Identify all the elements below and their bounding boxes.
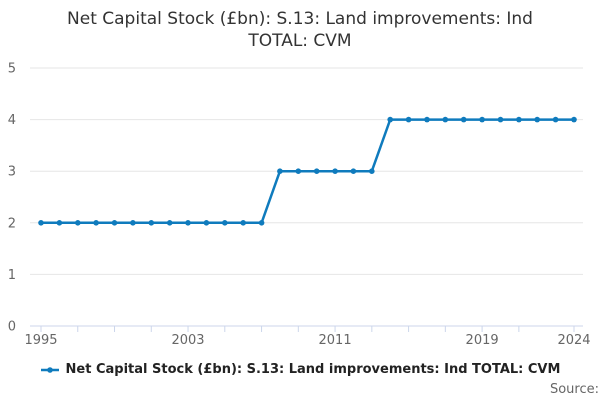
data-point-marker[interactable]	[313, 168, 320, 174]
data-point-marker[interactable]	[350, 168, 357, 174]
y-axis-tick-label: 5	[8, 62, 16, 77]
data-point-marker[interactable]	[479, 116, 485, 123]
data-point-marker[interactable]	[185, 220, 191, 226]
data-point-marker[interactable]	[277, 168, 283, 174]
data-point-marker[interactable]	[38, 220, 44, 226]
data-point-marker[interactable]	[534, 116, 540, 123]
data-point-marker[interactable]	[552, 116, 559, 123]
data-point-marker[interactable]	[258, 220, 265, 226]
legend-item[interactable]: Net Capital Stock (£bn): S.13: Land impr…	[40, 362, 561, 377]
data-point-marker[interactable]	[516, 116, 522, 123]
data-point-marker[interactable]	[460, 116, 467, 123]
data-point-marker[interactable]	[497, 116, 504, 123]
legend-dot-icon	[46, 366, 53, 373]
data-point-marker[interactable]	[369, 168, 375, 174]
data-point-marker[interactable]	[75, 220, 81, 226]
source-note: Source:	[549, 382, 599, 397]
x-axis-tick-label: 1995	[24, 333, 57, 348]
data-point-marker[interactable]	[387, 116, 394, 123]
data-point-marker[interactable]	[166, 220, 173, 226]
data-point-marker[interactable]	[222, 220, 228, 226]
data-point-marker[interactable]	[93, 220, 99, 226]
data-point-marker[interactable]	[424, 116, 430, 123]
data-point-marker[interactable]	[111, 220, 118, 226]
y-axis-tick-label: 2	[8, 216, 16, 231]
x-axis-tick-label: 2019	[466, 333, 499, 348]
series-line	[39, 118, 576, 225]
data-point-marker[interactable]	[203, 220, 210, 226]
x-axis-tick-label: 2011	[319, 333, 352, 348]
chart-title-line2: TOTAL: CVM	[248, 31, 352, 51]
y-axis-tick-label: 3	[8, 165, 16, 180]
chart-title-line1: Net Capital Stock (£bn): S.13: Land impr…	[67, 9, 533, 29]
data-point-marker[interactable]	[442, 116, 449, 123]
x-axis-tick-label: 2024	[557, 333, 590, 348]
legend-label: Net Capital Stock (£bn): S.13: Land impr…	[65, 362, 561, 377]
data-point-marker[interactable]	[240, 220, 246, 226]
data-point-marker[interactable]	[130, 220, 136, 226]
data-point-marker[interactable]	[148, 220, 155, 226]
chart-title: Net Capital Stock (£bn): S.13: Land impr…	[0, 8, 600, 52]
legend-series-marker-icon	[40, 366, 59, 373]
data-point-marker[interactable]	[571, 116, 577, 123]
data-point-marker[interactable]	[56, 220, 63, 226]
y-axis-tick-label: 0	[8, 320, 16, 335]
y-axis-tick-label: 1	[8, 268, 16, 283]
y-axis-tick-label: 4	[8, 113, 16, 128]
x-axis-tick-label: 2003	[171, 333, 204, 348]
legend: Net Capital Stock (£bn): S.13: Land impr…	[0, 362, 600, 377]
data-point-marker[interactable]	[332, 168, 338, 174]
data-point-marker[interactable]	[405, 116, 412, 123]
data-point-marker[interactable]	[295, 168, 302, 174]
